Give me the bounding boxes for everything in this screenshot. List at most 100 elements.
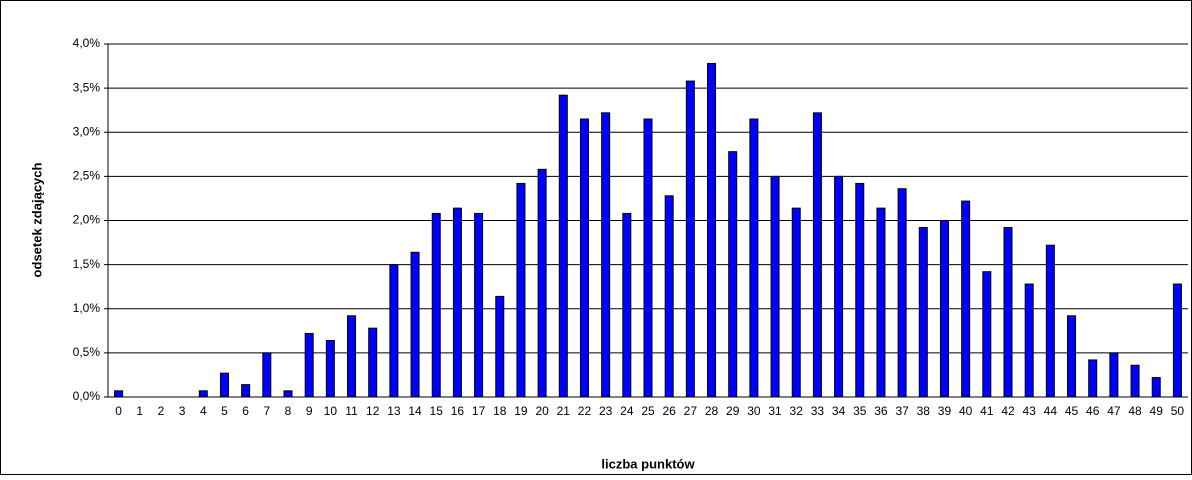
x-tick-label: 47 — [1107, 404, 1121, 418]
x-tick-label: 2 — [158, 404, 165, 418]
bar — [897, 188, 907, 398]
x-tick-label: 45 — [1065, 404, 1079, 418]
bar — [198, 390, 208, 398]
x-tick-label: 5 — [221, 404, 228, 418]
bar — [1172, 283, 1182, 398]
y-tick-label: 1,5% — [73, 257, 101, 271]
x-tick-label: 44 — [1044, 404, 1058, 418]
x-tick-label: 22 — [578, 404, 592, 418]
bar — [812, 112, 822, 398]
x-tick-label: 4 — [200, 404, 207, 418]
bar — [558, 94, 568, 398]
y-tick-label: 0,0% — [73, 389, 101, 403]
bar — [474, 212, 484, 398]
x-tick-label: 42 — [1001, 404, 1015, 418]
bar — [1109, 352, 1119, 398]
y-tick-label: 2,0% — [73, 213, 101, 227]
x-tick-label: 26 — [662, 404, 676, 418]
x-tick-label: 32 — [790, 404, 804, 418]
x-tick-label: 27 — [684, 404, 698, 418]
x-tick-label: 43 — [1022, 404, 1036, 418]
x-tick-label: 33 — [811, 404, 825, 418]
bar — [537, 168, 547, 398]
bar — [325, 340, 335, 398]
bar — [770, 175, 780, 398]
x-tick-label: 40 — [959, 404, 973, 418]
x-tick-label: 48 — [1128, 404, 1142, 418]
x-tick-label: 19 — [514, 404, 528, 418]
bar — [622, 212, 632, 398]
bar — [262, 352, 272, 398]
bar — [664, 195, 674, 398]
bar — [834, 175, 844, 398]
x-tick-label: 25 — [641, 404, 655, 418]
bar — [347, 315, 357, 398]
x-tick-label: 35 — [853, 404, 867, 418]
bar — [452, 207, 462, 398]
x-tick-label: 0 — [115, 404, 122, 418]
x-tick-label: 24 — [620, 404, 634, 418]
x-tick-label: 6 — [242, 404, 249, 418]
bar — [791, 207, 801, 398]
x-tick-label: 13 — [387, 404, 401, 418]
x-tick-label: 3 — [179, 404, 186, 418]
bar — [601, 112, 611, 398]
bar — [1024, 283, 1034, 398]
x-tick-label: 20 — [535, 404, 549, 418]
x-tick-label: 18 — [493, 404, 507, 418]
bar — [516, 182, 526, 398]
bar — [241, 384, 251, 398]
x-tick-label: 7 — [263, 404, 270, 418]
y-tick-label: 3,5% — [73, 80, 101, 94]
bar — [431, 212, 441, 398]
bar — [495, 295, 505, 398]
x-tick-label: 46 — [1086, 404, 1100, 418]
x-axis-label: liczba punktów — [601, 456, 695, 471]
bar — [114, 390, 124, 398]
bar — [961, 200, 971, 398]
x-tick-label: 15 — [430, 404, 444, 418]
x-tick-label: 21 — [557, 404, 571, 418]
bar — [389, 264, 399, 398]
x-tick-label: 16 — [451, 404, 465, 418]
x-tick-label: 12 — [366, 404, 380, 418]
y-tick-label: 2,5% — [73, 169, 101, 183]
bar — [939, 220, 949, 398]
x-tick-label: 30 — [747, 404, 761, 418]
x-tick-label: 9 — [306, 404, 313, 418]
x-tick-label: 49 — [1150, 404, 1164, 418]
bar — [1088, 359, 1098, 398]
bar — [749, 118, 759, 398]
y-tick-label: 3,0% — [73, 124, 101, 138]
x-tick-label: 8 — [285, 404, 292, 418]
x-tick-label: 38 — [917, 404, 931, 418]
x-tick-label: 14 — [408, 404, 422, 418]
bar — [579, 118, 589, 398]
x-tick-label: 23 — [599, 404, 613, 418]
bar — [855, 182, 865, 398]
y-tick-label: 1,0% — [73, 301, 101, 315]
bar — [982, 271, 992, 398]
bar — [304, 332, 314, 398]
x-tick-label: 1 — [136, 404, 143, 418]
bar — [283, 390, 293, 398]
y-tick-label: 0,5% — [73, 345, 101, 359]
bar — [1067, 315, 1077, 398]
bar — [1003, 227, 1013, 398]
x-tick-label: 34 — [832, 404, 846, 418]
bar — [410, 251, 420, 398]
bar — [707, 62, 717, 398]
x-tick-label: 36 — [874, 404, 888, 418]
bar — [728, 151, 738, 398]
x-tick-label: 28 — [705, 404, 719, 418]
bar — [918, 227, 928, 398]
x-tick-label: 39 — [938, 404, 952, 418]
x-tick-label: 17 — [472, 404, 486, 418]
bar — [643, 118, 653, 398]
x-tick-label: 41 — [980, 404, 994, 418]
y-tick-label: 4,0% — [73, 36, 101, 50]
bar — [685, 80, 695, 398]
x-tick-label: 50 — [1171, 404, 1185, 418]
y-axis-label: odsetek zdających — [29, 163, 44, 278]
